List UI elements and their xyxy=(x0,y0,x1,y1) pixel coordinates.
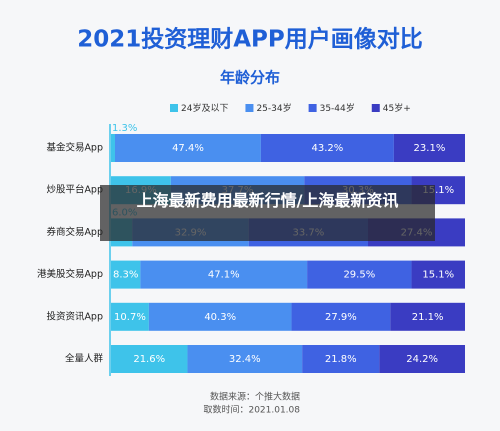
bar-segment xyxy=(291,302,391,331)
value-label: 43.2% xyxy=(312,143,344,154)
bar-segment xyxy=(302,345,380,373)
value-label: 21.1% xyxy=(412,312,444,323)
bar-segment xyxy=(379,345,465,373)
value-label: 47.1% xyxy=(208,270,240,281)
bar-segment xyxy=(111,302,149,331)
bar-segment xyxy=(111,345,188,373)
value-label: 47.4% xyxy=(172,143,204,154)
value-label: 24.2% xyxy=(406,354,438,365)
value-label: 29.5% xyxy=(343,270,375,281)
bar-segment xyxy=(111,260,141,289)
value-label: 21.8% xyxy=(325,354,357,365)
legend-label: 45岁+ xyxy=(383,102,411,114)
value-label: 8.3% xyxy=(113,270,138,281)
y-tick-label: 投资资讯App xyxy=(46,310,103,322)
bar-segment xyxy=(390,302,465,331)
bar-segment xyxy=(148,302,292,331)
y-tick-label: 全量人群 xyxy=(65,353,104,365)
legend-label: 35-44岁 xyxy=(320,102,355,114)
bar-segment xyxy=(111,134,116,162)
value-label: 40.3% xyxy=(204,312,236,323)
value-label: 10.7% xyxy=(114,312,146,323)
value-label: 32.4% xyxy=(229,354,261,365)
bar-segment xyxy=(411,260,465,289)
y-tick-label: 基金交易App xyxy=(46,142,103,154)
value-label: 21.6% xyxy=(133,354,165,365)
bar-segment xyxy=(307,260,412,289)
overlay-headline[interactable]: 上海最新费用最新行情/上海最新资讯 xyxy=(100,185,435,241)
legend-swatch xyxy=(245,104,254,112)
source: 数据来源：个推大数据 xyxy=(210,391,300,403)
bar-segment xyxy=(393,134,465,162)
value-label: 27.9% xyxy=(325,312,357,323)
value-label: 15.1% xyxy=(422,270,454,281)
value-label: 23.1% xyxy=(414,143,446,154)
bar-segment xyxy=(260,134,394,162)
y-tick-label: 港美股交易App xyxy=(37,268,103,280)
bar-segment xyxy=(187,345,303,373)
y-tick-label: 炒股平台App xyxy=(46,184,103,196)
legend-swatch xyxy=(371,104,380,112)
legend-swatch xyxy=(170,104,178,112)
bar-segment xyxy=(115,134,261,162)
legend-swatch xyxy=(308,104,317,112)
value-label: 1.3% xyxy=(112,123,137,134)
chart-subtitle: 年龄分布 xyxy=(220,69,280,87)
y-tick-label: 券商交易App xyxy=(46,226,103,238)
value-label: 15.1% xyxy=(422,185,454,196)
chart-title: 2021投资理财APP用户画像对比 xyxy=(77,26,423,53)
legend-label: 24岁及以下 xyxy=(181,102,228,114)
bar-segment xyxy=(140,260,308,289)
date: 取数时间：2021.01.08 xyxy=(203,404,300,416)
legend-label: 25-34岁 xyxy=(256,102,291,114)
